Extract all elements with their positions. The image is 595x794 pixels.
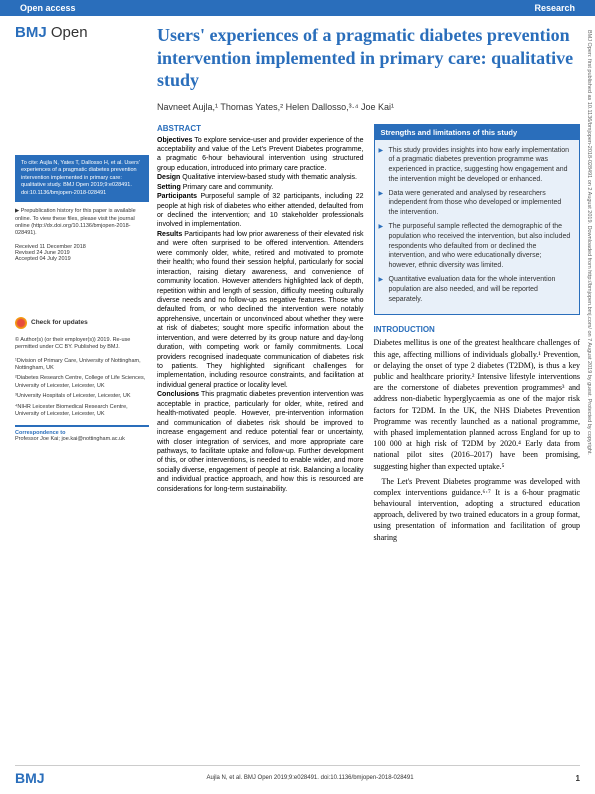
design-text: Qualitative interview-based study with t… (182, 174, 357, 181)
footer-citation: Aujla N, et al. BMJ Open 2019;9:e028491.… (207, 775, 414, 781)
setting-label: Setting (157, 184, 181, 191)
main-column: Users' experiences of a pragmatic diabet… (157, 24, 580, 547)
body-columns: ABSTRACT Objectives To explore service-u… (157, 124, 580, 547)
date-accepted: Accepted 04 July 2019 (15, 256, 149, 262)
strengths-box: Strengths and limitations of this study … (374, 124, 581, 316)
strengths-heading: Strengths and limitations of this study (375, 125, 580, 140)
introduction-heading: INTRODUCTION (374, 325, 581, 334)
authors: Navneet Aujla,¹ Thomas Yates,² Helen Dal… (157, 102, 580, 112)
dates-block: Received 11 December 2018 Revised 24 Jun… (15, 244, 149, 262)
intro-p1: Diabetes mellitus is one of the greatest… (374, 337, 581, 471)
check-updates-label: Check for updates (31, 319, 88, 326)
affiliations: ¹Division of Primary Care, University of… (15, 358, 149, 419)
sidebar: BMJ Open To cite: Aujla N, Yates T, Dall… (15, 24, 157, 547)
journal-name: BMJ (15, 24, 47, 41)
conclusions-label: Conclusions (157, 391, 199, 398)
right-body-column: Strengths and limitations of this study … (374, 124, 581, 547)
affiliation-4: ⁴NIHR Leicester Biomedical Research Cent… (15, 404, 149, 419)
introduction-body: Diabetes mellitus is one of the greatest… (374, 337, 581, 542)
intro-p2: The Let's Prevent Diabetes programme was… (374, 476, 581, 543)
crossmark-icon (15, 317, 27, 329)
conclusions-text: This pragmatic diabetes prevention inter… (157, 391, 364, 492)
objectives-label: Objectives (157, 137, 192, 144)
content-wrap: BMJ Open To cite: Aujla N, Yates T, Dall… (0, 16, 595, 547)
results-label: Results (157, 231, 182, 238)
open-access-label: Open access (20, 3, 76, 13)
strengths-list: This study provides insights into how ea… (375, 140, 580, 315)
correspondence-heading: Correspondence to (15, 425, 149, 436)
article-title: Users' experiences of a pragmatic diabet… (157, 24, 580, 92)
journal-logo: BMJ Open (15, 24, 149, 41)
strength-item-3: The purposeful sample reflected the demo… (389, 222, 572, 271)
affiliation-2: ²Diabetes Research Centre, College of Li… (15, 375, 149, 390)
design-label: Design (157, 174, 180, 181)
prepub-note: ▶ Prepublication history for this paper … (15, 208, 149, 238)
affiliation-3: ³University Hospitals of Leicester, Leic… (15, 393, 149, 400)
abstract-column: ABSTRACT Objectives To explore service-u… (157, 124, 364, 547)
strength-item-1: This study provides insights into how ea… (389, 146, 572, 185)
affiliation-1: ¹Division of Primary Care, University of… (15, 358, 149, 373)
correspondence-text: Professor Joe Kai; joe.kai@nottingham.ac… (15, 436, 149, 443)
page-number: 1 (576, 774, 580, 783)
vertical-copyright: BMJ Open: first published as 10.1136/bmj… (586, 30, 592, 730)
copyright-text: © Author(s) (or their employer(s)) 2019.… (15, 337, 149, 352)
results-text: Participants had low prior awareness of … (157, 231, 364, 389)
bmj-footer-logo: BMJ (15, 770, 45, 786)
check-updates-button[interactable]: Check for updates (15, 317, 149, 329)
abstract-body: Objectives To explore service-user and p… (157, 136, 364, 495)
journal-suffix: Open (51, 24, 88, 41)
strength-item-4: Quantitative evaluation data for the who… (389, 275, 572, 304)
strength-item-2: Data were generated and analysed by rese… (389, 189, 572, 218)
participants-label: Participants (157, 193, 197, 200)
citation-box: To cite: Aujla N, Yates T, Dallosso H, e… (15, 155, 149, 202)
page-footer: BMJ Aujla N, et al. BMJ Open 2019;9:e028… (15, 765, 580, 786)
abstract-heading: ABSTRACT (157, 124, 364, 133)
research-label: Research (534, 3, 575, 13)
setting-text: Primary care and community. (183, 184, 274, 191)
top-bar: Open access Research (0, 0, 595, 16)
